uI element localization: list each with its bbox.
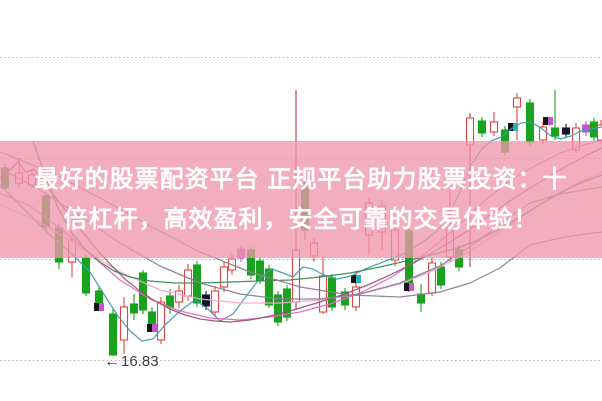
- candle-body: [192, 264, 202, 304]
- candle-body: [108, 313, 118, 356]
- candle-body: [264, 268, 274, 306]
- signal-marker-color-half: [409, 283, 414, 291]
- candle-body: [512, 97, 522, 108]
- candle-body: [255, 260, 265, 281]
- low-price-value: 16.83: [121, 353, 159, 370]
- signal-marker-color-half: [152, 324, 157, 332]
- left-arrow-icon: ←: [104, 353, 120, 370]
- signal-marker-dark-half: [508, 123, 513, 131]
- candle-body: [581, 124, 591, 133]
- candle-body: [273, 294, 283, 323]
- signal-marker-dark-half: [404, 283, 409, 291]
- candle-body: [427, 262, 437, 294]
- candle-body: [147, 311, 157, 327]
- candle-body: [81, 257, 91, 294]
- candle-body: [94, 290, 104, 306]
- candle-body: [129, 303, 139, 314]
- candle-body: [550, 127, 560, 137]
- signal-marker-color-half: [548, 117, 553, 125]
- candle-body: [489, 121, 499, 133]
- low-price-annotation: ← 16.83: [104, 353, 159, 370]
- candle-body: [138, 272, 148, 311]
- promo-banner-line1: 最好的股票配资平台 正规平台助力股票投资：十: [34, 165, 568, 193]
- candle-body: [210, 290, 220, 313]
- signal-marker-dark-half: [543, 117, 548, 125]
- candle-body: [201, 294, 211, 307]
- candle-body: [174, 290, 184, 303]
- candle-body: [156, 301, 166, 341]
- candle-body: [436, 266, 446, 286]
- candle-body: [538, 126, 548, 141]
- signal-marker-color-half: [99, 303, 104, 311]
- promo-banner-overlay: 最好的股票配资平台 正规平台助力股票投资：十 倍杠杆，高效盈利，安全可靠的交易体…: [0, 141, 602, 258]
- candle-body: [561, 127, 571, 135]
- promo-banner-line2: 倍杠杆，高效盈利，安全可靠的交易体验！: [63, 205, 539, 233]
- signal-marker-dark-half: [147, 324, 152, 332]
- signal-marker-color-half: [356, 275, 361, 283]
- candle-body: [416, 293, 426, 304]
- signal-marker-dark-half: [94, 303, 99, 311]
- candle-body: [351, 286, 361, 308]
- candle-body: [477, 120, 487, 134]
- ma-fast-teal: [0, 121, 602, 342]
- candle-body: [219, 266, 229, 288]
- signal-marker-dark-half: [351, 275, 356, 283]
